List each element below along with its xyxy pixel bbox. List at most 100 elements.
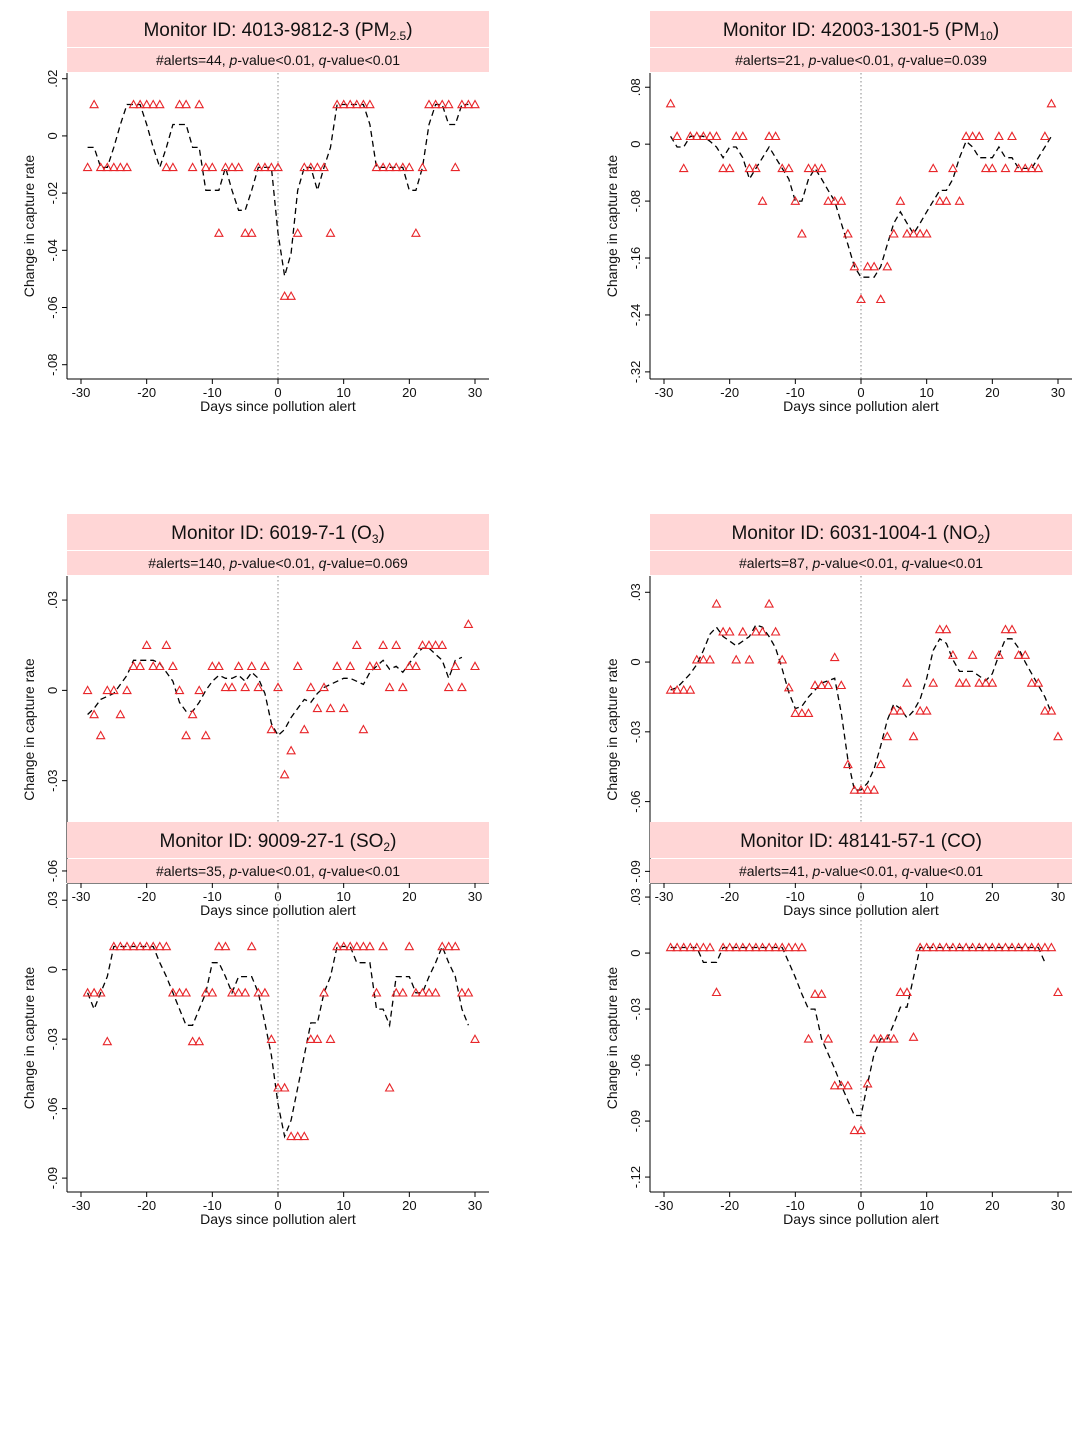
data-point bbox=[902, 987, 912, 997]
data-point bbox=[240, 682, 251, 692]
data-point bbox=[424, 99, 434, 109]
data-point bbox=[829, 652, 840, 662]
x-tick-label: -20 bbox=[137, 889, 156, 904]
trend-line bbox=[87, 647, 463, 737]
y-tick-label: -.08 bbox=[45, 353, 60, 375]
data-point bbox=[980, 942, 991, 952]
data-point bbox=[233, 661, 244, 671]
data-point bbox=[750, 626, 761, 636]
title-main: Monitor ID: 42003-1301-5 (PM bbox=[723, 20, 980, 41]
title-box bbox=[650, 822, 1072, 858]
data-point bbox=[777, 654, 788, 664]
data-point bbox=[397, 987, 408, 997]
data-point bbox=[345, 99, 356, 109]
x-tick-label: 20 bbox=[985, 1198, 999, 1213]
data-point bbox=[227, 987, 237, 997]
stats-p: p bbox=[812, 863, 821, 879]
y-tick-label: -.03 bbox=[45, 1028, 60, 1050]
data-point bbox=[358, 941, 369, 951]
x-tick-label: 20 bbox=[985, 889, 999, 904]
data-point bbox=[770, 942, 781, 952]
data-point bbox=[194, 685, 205, 695]
y-tick-label: -.09 bbox=[628, 860, 643, 882]
y-tick-label: -.06 bbox=[45, 860, 60, 882]
data-point bbox=[319, 987, 329, 997]
data-point bbox=[718, 942, 729, 952]
x-tick-label: -20 bbox=[137, 1198, 156, 1213]
chart-stats: #alerts=21, p-value<0.01, q-value=0.039 bbox=[735, 52, 987, 68]
y-axis-label: Change in capture rate bbox=[21, 658, 37, 801]
data-point bbox=[698, 942, 709, 952]
data-point bbox=[463, 99, 474, 109]
data-point bbox=[1033, 163, 1044, 173]
data-point bbox=[777, 942, 788, 952]
data-point bbox=[154, 99, 165, 109]
chart-title: Monitor ID: 9009-27-1 (SO2) bbox=[160, 831, 397, 854]
data-point bbox=[246, 227, 257, 237]
data-point bbox=[345, 941, 356, 951]
data-point bbox=[82, 162, 93, 172]
data-point bbox=[810, 988, 820, 998]
data-point bbox=[410, 227, 421, 237]
data-point bbox=[967, 131, 978, 141]
x-tick-label: 10 bbox=[919, 385, 933, 400]
data-point bbox=[167, 162, 178, 172]
data-point bbox=[430, 640, 441, 649]
data-point bbox=[829, 195, 840, 205]
data-point bbox=[1007, 624, 1017, 634]
data-point bbox=[240, 987, 251, 997]
stats-q-value: -value=0.039 bbox=[906, 52, 988, 68]
data-point bbox=[796, 228, 807, 238]
data-point bbox=[89, 709, 100, 719]
data-point bbox=[358, 724, 369, 734]
data-point bbox=[364, 99, 375, 109]
data-point bbox=[750, 942, 761, 952]
data-point bbox=[273, 162, 283, 172]
data-point bbox=[796, 708, 807, 717]
data-point bbox=[895, 195, 906, 205]
data-point bbox=[947, 163, 958, 173]
data-point bbox=[1039, 942, 1050, 952]
data-point bbox=[783, 942, 794, 952]
data-point bbox=[463, 619, 474, 628]
data-point bbox=[233, 162, 244, 172]
data-point bbox=[869, 784, 880, 794]
title-subscript: 10 bbox=[979, 29, 993, 43]
data-point bbox=[470, 661, 480, 671]
data-point bbox=[108, 685, 119, 695]
data-point bbox=[417, 162, 428, 172]
stats-box bbox=[650, 551, 1072, 575]
data-point bbox=[947, 649, 958, 659]
data-point bbox=[731, 654, 742, 664]
data-point bbox=[987, 942, 998, 952]
data-point bbox=[1053, 731, 1063, 741]
data-point bbox=[790, 195, 801, 205]
y-tick-label: -.09 bbox=[628, 1110, 643, 1132]
data-point bbox=[384, 162, 395, 172]
data-point bbox=[665, 684, 676, 694]
data-point bbox=[410, 661, 421, 671]
data-point bbox=[842, 759, 853, 769]
data-point bbox=[450, 162, 461, 172]
title-main: Monitor ID: 48141-57-1 (CO) bbox=[740, 831, 982, 852]
chart-stats: #alerts=41, p-value<0.01, q-value<0.01 bbox=[739, 863, 983, 879]
data-point bbox=[993, 942, 1004, 952]
data-point bbox=[135, 661, 146, 671]
chart-panel-5: Monitor ID: 9009-27-1 (SO2) #alerts=35, p… bbox=[21, 822, 489, 1227]
data-point bbox=[1020, 649, 1031, 659]
data-point bbox=[764, 131, 775, 141]
data-point bbox=[921, 942, 932, 952]
data-point bbox=[470, 1034, 480, 1043]
data-point bbox=[108, 941, 119, 951]
stats-p: p bbox=[229, 863, 238, 879]
x-tick-label: 20 bbox=[402, 385, 416, 400]
y-tick-label: -.03 bbox=[628, 721, 643, 743]
data-point bbox=[470, 99, 480, 109]
data-point bbox=[888, 705, 899, 715]
data-point bbox=[286, 290, 297, 300]
chart-title: Monitor ID: 48141-57-1 (CO) bbox=[740, 831, 982, 852]
data-point bbox=[856, 294, 866, 304]
data-point bbox=[796, 942, 807, 952]
data-point bbox=[790, 708, 801, 717]
